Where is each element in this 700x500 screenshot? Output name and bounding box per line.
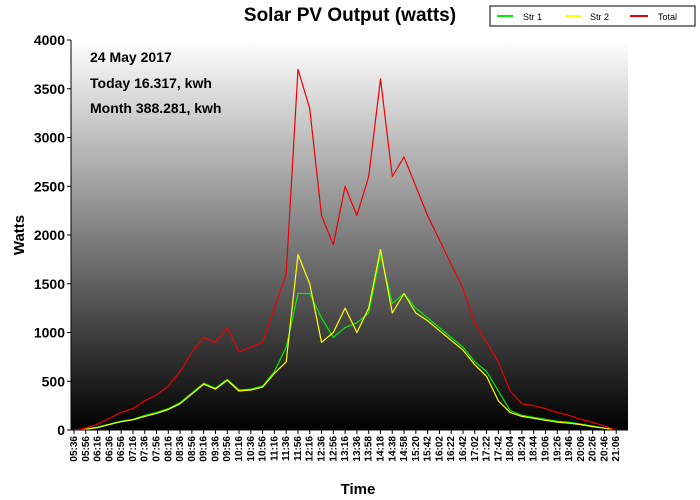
- x-tick-label: 10:16: [234, 436, 245, 462]
- x-tick-label: 09:36: [210, 436, 221, 462]
- x-tick-label: 21:06: [611, 436, 622, 462]
- x-tick-label: 12:36: [317, 436, 328, 462]
- x-tick-label: 07:56: [152, 436, 163, 462]
- series-layer: [73, 68, 617, 431]
- x-tick-label: 06:16: [93, 436, 104, 462]
- x-tick-label: 07:16: [128, 436, 139, 462]
- month-energy-annotation: Month 388.281, kwh: [90, 100, 221, 116]
- series-line-total: [73, 68, 617, 431]
- y-tick-label: 2500: [34, 178, 65, 194]
- x-tick-label: 10:56: [258, 436, 269, 462]
- y-tick-label: 2000: [34, 227, 65, 243]
- x-tick-label: 13:58: [364, 436, 375, 462]
- x-tick-label: 08:36: [175, 436, 186, 462]
- legend-box: [489, 5, 696, 27]
- y-axis: 0 500 1000 1500 2000 2500 3000 3500 4000: [34, 32, 72, 438]
- x-tick-label: 15:42: [423, 436, 434, 462]
- x-tick-label: 16:42: [458, 436, 469, 462]
- y-axis-label: Watts: [11, 215, 28, 255]
- y-tick-label: 1500: [34, 276, 65, 292]
- x-tick-label: 13:16: [340, 436, 351, 462]
- x-tick-label: 06:56: [116, 436, 127, 462]
- x-tick-label: 19:46: [564, 436, 575, 462]
- x-tick-label: 12:56: [328, 436, 339, 462]
- y-tick-label: 500: [42, 373, 66, 389]
- series-line-str-2: [73, 249, 617, 431]
- x-tick-label: 20:26: [588, 436, 599, 462]
- x-tick-label: 18:24: [517, 436, 528, 462]
- today-energy-annotation: Today 16.317, kwh: [90, 75, 212, 91]
- x-tick-label: 16:22: [446, 436, 457, 462]
- x-tick-label: 17:42: [493, 436, 504, 462]
- legend: Str 1 Str 2 Total: [489, 5, 696, 27]
- series-line-str-1: [73, 253, 617, 431]
- x-tick-label: 20:06: [576, 436, 587, 462]
- x-tick-label: 12:16: [305, 436, 316, 462]
- chart-title: Solar PV Output (watts): [244, 5, 456, 26]
- x-tick-label: 18:44: [529, 436, 540, 462]
- x-tick-label: 11:36: [281, 436, 292, 461]
- x-tick-label: 13:36: [352, 436, 363, 462]
- x-tick-label: 08:16: [163, 436, 174, 462]
- legend-label-total: Total: [658, 12, 677, 22]
- x-tick-label: 16:02: [434, 436, 445, 462]
- x-tick-label: 14:38: [387, 436, 398, 462]
- x-tick-label: 14:58: [399, 436, 410, 462]
- x-tick-label: 05:36: [69, 436, 80, 462]
- x-tick-label: 19:26: [552, 436, 563, 462]
- x-tick-label: 20:46: [599, 436, 610, 462]
- x-tick-label: 06:36: [104, 436, 115, 462]
- y-tick-label: 3500: [34, 81, 65, 97]
- y-tick-label: 4000: [34, 32, 65, 48]
- legend-label-str2: Str 2: [590, 12, 609, 22]
- x-tick-label: 14:18: [375, 436, 386, 462]
- y-tick-label: 3000: [34, 130, 65, 146]
- x-tick-label: 11:56: [293, 436, 304, 461]
- x-tick-label: 09:16: [199, 436, 210, 462]
- x-tick-label: 07:36: [140, 436, 151, 462]
- x-tick-label: 18:04: [505, 436, 516, 462]
- y-tick-label: 0: [57, 422, 65, 438]
- x-tick-label: 10:36: [246, 436, 257, 462]
- x-axis: 05:36 05:56 06:16 06:36 06:56 07:16 07:36 07:56…: [69, 429, 628, 462]
- x-tick-label: 11:16: [269, 436, 280, 461]
- x-tick-label: 09:56: [222, 436, 233, 462]
- y-tick-label: 1000: [34, 325, 65, 341]
- x-tick-label: 17:22: [482, 436, 493, 462]
- x-tick-label: 17:02: [470, 436, 481, 462]
- legend-label-str1: Str 1: [523, 12, 542, 22]
- date-annotation: 24 May 2017: [90, 49, 172, 65]
- plot-background: [71, 40, 628, 430]
- x-tick-label: 19:06: [540, 436, 551, 462]
- x-tick-label: 05:56: [81, 436, 92, 462]
- x-axis-label: Time: [341, 481, 376, 498]
- x-tick-label: 08:56: [187, 436, 198, 462]
- x-tick-label: 15:20: [411, 436, 422, 462]
